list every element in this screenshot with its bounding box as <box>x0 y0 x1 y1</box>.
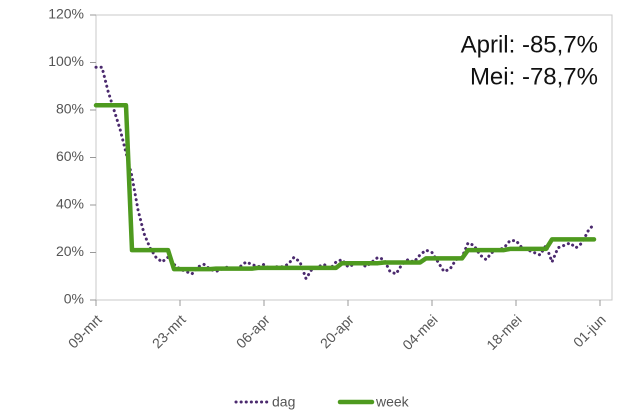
y-tick-label: 60% <box>56 148 84 164</box>
y-tick-label: 0% <box>64 291 84 307</box>
annotation: Mei: -78,7% <box>470 63 598 90</box>
x-tick-label: 06-apr <box>233 311 273 351</box>
legend-label: week <box>375 394 410 410</box>
legend-label: dag <box>272 394 295 410</box>
x-tick-label: 04-mei <box>399 311 441 353</box>
annotation: April: -85,7% <box>461 31 598 58</box>
y-tick-label: 100% <box>48 53 84 69</box>
y-tick-label: 40% <box>56 196 84 212</box>
y-tick-label: 80% <box>56 101 84 117</box>
x-tick-label: 18-mei <box>483 311 525 353</box>
x-tick-label: 09-mrt <box>65 311 105 351</box>
y-tick-label: 120% <box>48 6 84 22</box>
x-tick-label: 01-jun <box>570 311 609 350</box>
y-tick-label: 20% <box>56 243 84 259</box>
x-tick-label: 23-mrt <box>149 311 189 351</box>
x-tick-label: 20-apr <box>317 311 357 351</box>
series-line <box>93 103 597 272</box>
